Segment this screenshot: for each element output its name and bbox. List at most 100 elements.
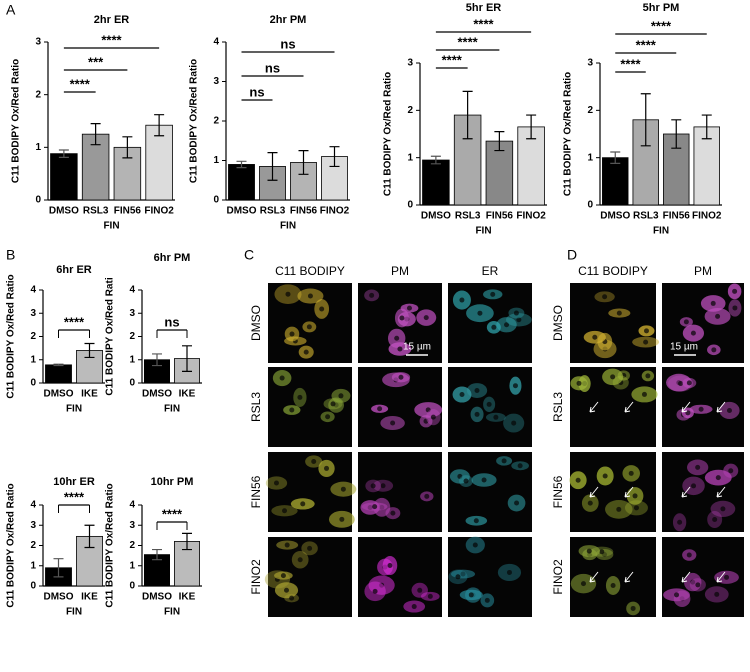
nucleus — [279, 375, 285, 381]
arrow — [716, 571, 726, 583]
y-tick-label: 4 — [30, 500, 36, 511]
nucleus — [514, 500, 520, 506]
nucleus — [406, 305, 412, 311]
nucleus — [724, 574, 730, 580]
y-tick-label: 0 — [35, 195, 41, 206]
nucleus — [411, 604, 417, 610]
arrow — [681, 486, 691, 498]
nucleus — [506, 569, 512, 575]
nucleus — [398, 374, 404, 380]
arrow — [589, 401, 599, 413]
x-tick-label: FINO2 — [320, 206, 350, 217]
y-tick-label: 0 — [407, 200, 413, 211]
nucleus — [372, 504, 378, 510]
y-tick-label: 2 — [407, 105, 413, 116]
column-header: ER — [482, 264, 499, 278]
nucleus — [297, 557, 303, 563]
image-panel — [358, 537, 442, 617]
nucleus — [417, 587, 423, 593]
arrow — [624, 486, 634, 498]
nucleus — [491, 324, 497, 330]
chart-title: 10hr ER — [53, 476, 95, 488]
y-tick-label: 2 — [129, 540, 135, 551]
y-tick-label: 0 — [587, 200, 593, 211]
nucleus — [474, 388, 480, 394]
x-tick-label: DMSO — [600, 211, 630, 222]
nucleus — [674, 592, 680, 598]
nucleus — [430, 414, 436, 420]
x-tick-label: DMSO — [227, 206, 257, 217]
scale-bar-label: 15 µm — [403, 342, 431, 353]
nucleus — [457, 473, 463, 479]
nucleus — [455, 574, 461, 580]
nucleus — [587, 500, 593, 506]
column-header: PM — [694, 264, 712, 278]
nucleus — [423, 315, 429, 321]
nucleus — [576, 380, 582, 386]
nucleus — [493, 414, 499, 420]
error-bar — [267, 152, 278, 181]
arrow — [589, 571, 599, 583]
y-axis-label: C11 BODIPY Ox/Red Ratio — [105, 483, 116, 607]
scale-bar-label: 15 µm — [670, 342, 698, 353]
nucleus — [311, 459, 317, 465]
x-tick-label: IKE — [179, 592, 196, 603]
nucleus — [377, 406, 383, 412]
nucleus — [390, 510, 396, 516]
y-tick-label: 4 — [213, 37, 219, 48]
error-bar — [236, 160, 247, 169]
nucleus — [511, 420, 517, 426]
error-bar — [53, 558, 64, 578]
x-tick-label: RSL3 — [83, 206, 109, 217]
arrow — [589, 486, 599, 498]
column-header: PM — [391, 264, 409, 278]
nucleus — [686, 380, 692, 386]
y-tick-label: 1 — [407, 152, 413, 163]
y-tick-label: 0 — [129, 581, 135, 592]
nucleus — [610, 374, 616, 380]
nucleus — [695, 464, 701, 470]
bracket-end — [58, 330, 90, 338]
significance-label: **** — [473, 16, 494, 31]
x-axis-label: FIN — [164, 607, 180, 618]
nucleus — [691, 483, 697, 489]
bar — [517, 126, 545, 206]
y-tick-label: 1 — [35, 142, 41, 153]
arrow — [624, 571, 634, 583]
y-tick-label: 3 — [35, 37, 41, 48]
x-tick-label: DMSO — [142, 592, 172, 603]
nucleus — [399, 315, 405, 321]
nucleus — [280, 573, 286, 579]
nucleus — [325, 414, 331, 420]
nucleus — [686, 552, 692, 558]
nucleus — [307, 545, 313, 551]
nucleus — [710, 300, 716, 306]
nucleus — [592, 334, 598, 340]
nucleus — [477, 310, 483, 316]
y-tick-label: 1 — [129, 354, 135, 365]
bracket-end — [156, 330, 188, 338]
error-bar — [526, 114, 537, 140]
nucleus — [319, 306, 325, 312]
nucleus — [306, 324, 312, 330]
error-bar — [182, 345, 192, 372]
y-tick-label: 0 — [129, 378, 135, 389]
y-tick-label: 2 — [35, 89, 41, 100]
x-tick-label: DMSO — [421, 211, 451, 222]
nucleus — [474, 411, 480, 417]
y-axis-label: C11 BODIPY Ox/Red Rati — [105, 277, 116, 395]
nucleus — [380, 483, 386, 489]
significance-label: **** — [64, 314, 85, 329]
significance-label: **** — [442, 52, 463, 67]
nucleus — [633, 505, 639, 511]
nucleus — [300, 501, 306, 507]
bar — [485, 140, 514, 206]
y-axis-label: C11 BODIPY Ox/Red Ratio — [383, 72, 394, 196]
nucleus — [340, 486, 346, 492]
nucleus — [586, 548, 592, 554]
row-label: FIN56 — [551, 475, 565, 508]
arrow — [681, 571, 691, 583]
nucleus — [273, 480, 279, 486]
nucleus — [297, 394, 303, 400]
